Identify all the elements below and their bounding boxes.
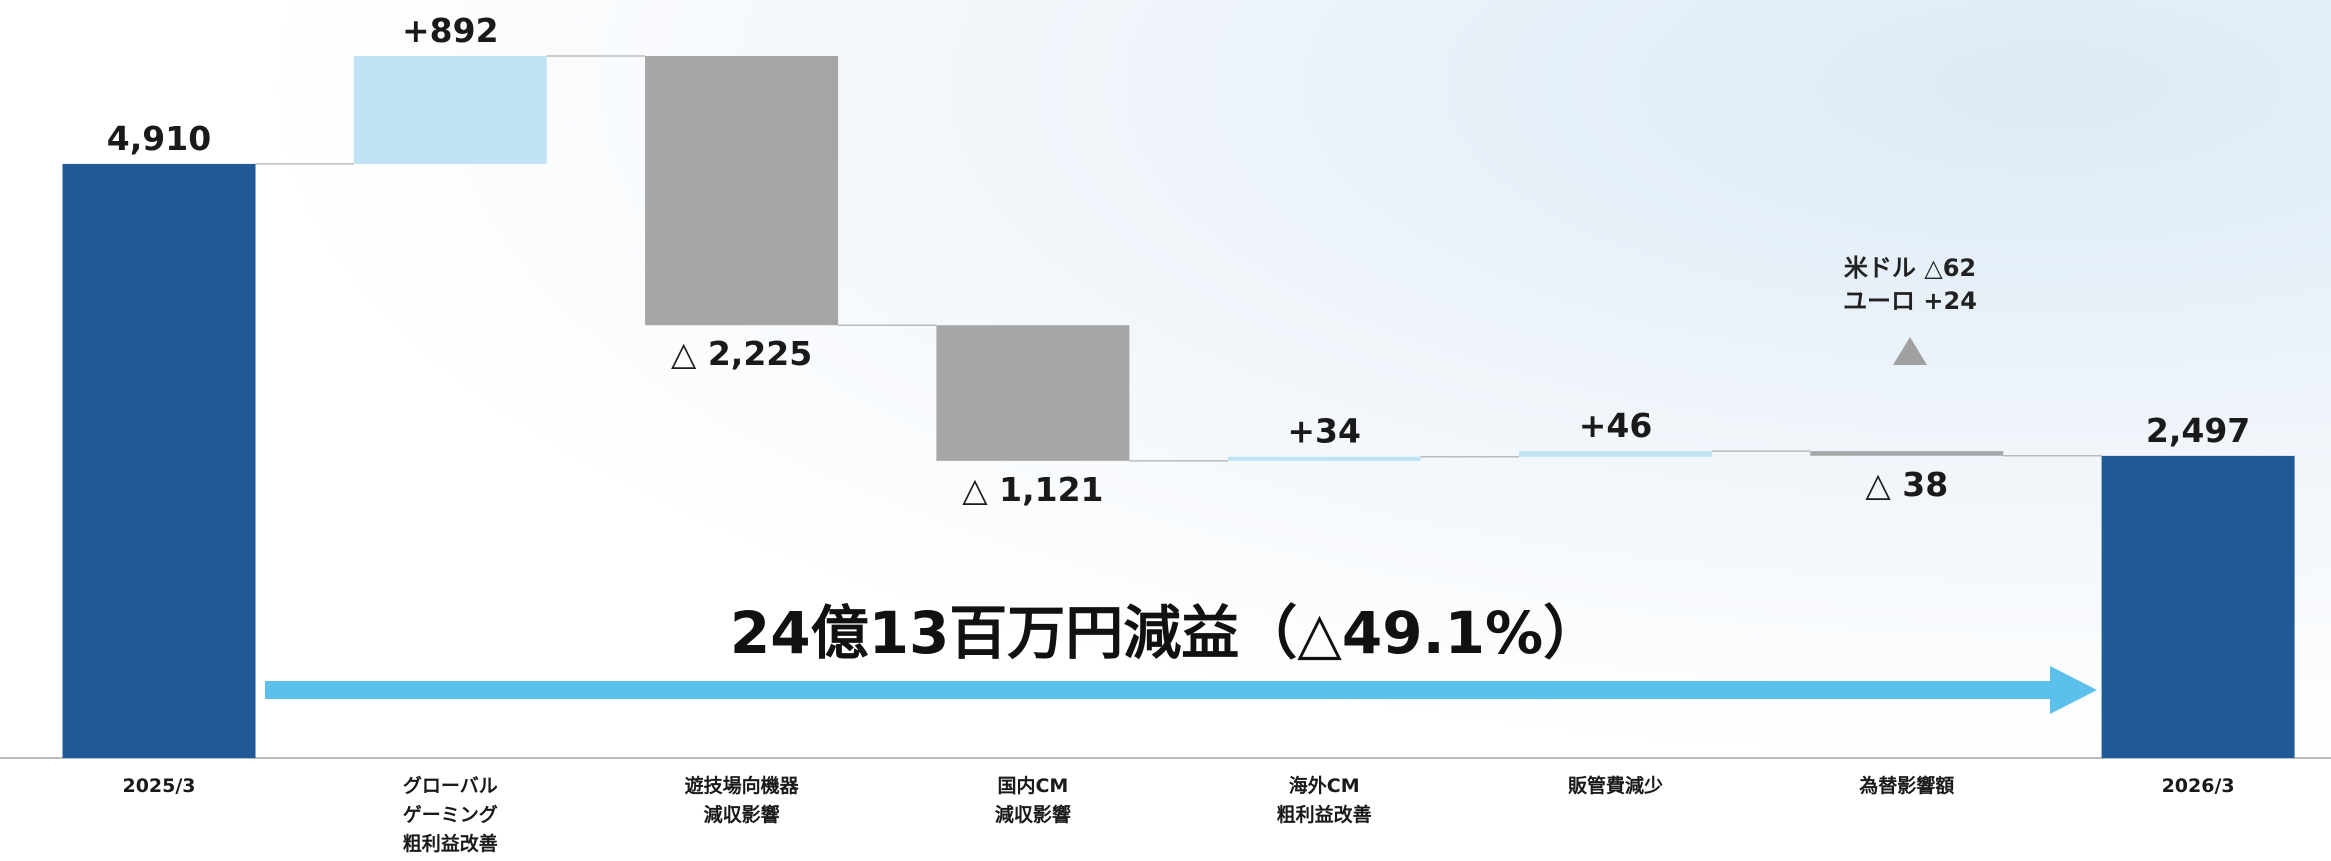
category-label: 遊技場向機器 減収影響 [684,775,799,826]
bar [2101,455,2295,758]
category-label: グローバル ゲーミング 粗利益改善 [402,775,498,855]
category-label: 2025/3 [122,775,196,797]
value-label: +46 [1579,406,1653,445]
category-label: 国内CM 減収影響 [994,775,1071,826]
bar [1810,451,2004,456]
value-label: 4,910 [107,119,211,158]
annotation-marker [1893,337,1927,365]
bar [645,56,839,326]
value-label: +892 [402,11,499,50]
category-label: 販管費減少 [1567,775,1663,797]
arrow-shaft [265,681,2055,699]
annotation: 米ドル △62 ユーロ +24 [1843,254,1977,315]
arrow-head [2050,666,2097,714]
bar [1519,451,1712,457]
value-label: △ 1,121 [962,470,1103,509]
category-label: 為替影響額 [1859,775,1955,797]
value-label: △ 2,225 [671,334,812,373]
bar [1227,456,1421,461]
value-label: +34 [1287,412,1361,451]
bar [936,325,1130,461]
value-label: 2,497 [2146,411,2250,450]
bar [353,56,547,164]
bar [62,163,256,758]
chart-title: 24億13百万円減益（△49.1%） [729,599,1602,667]
value-label: △ 38 [1865,465,1948,504]
category-label: 2026/3 [2161,775,2235,797]
category-label: 海外CM 粗利益改善 [1276,775,1372,826]
